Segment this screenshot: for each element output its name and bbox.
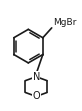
Text: N: N [33,72,40,82]
Text: O: O [32,91,40,101]
Text: MgBr: MgBr [53,18,76,27]
